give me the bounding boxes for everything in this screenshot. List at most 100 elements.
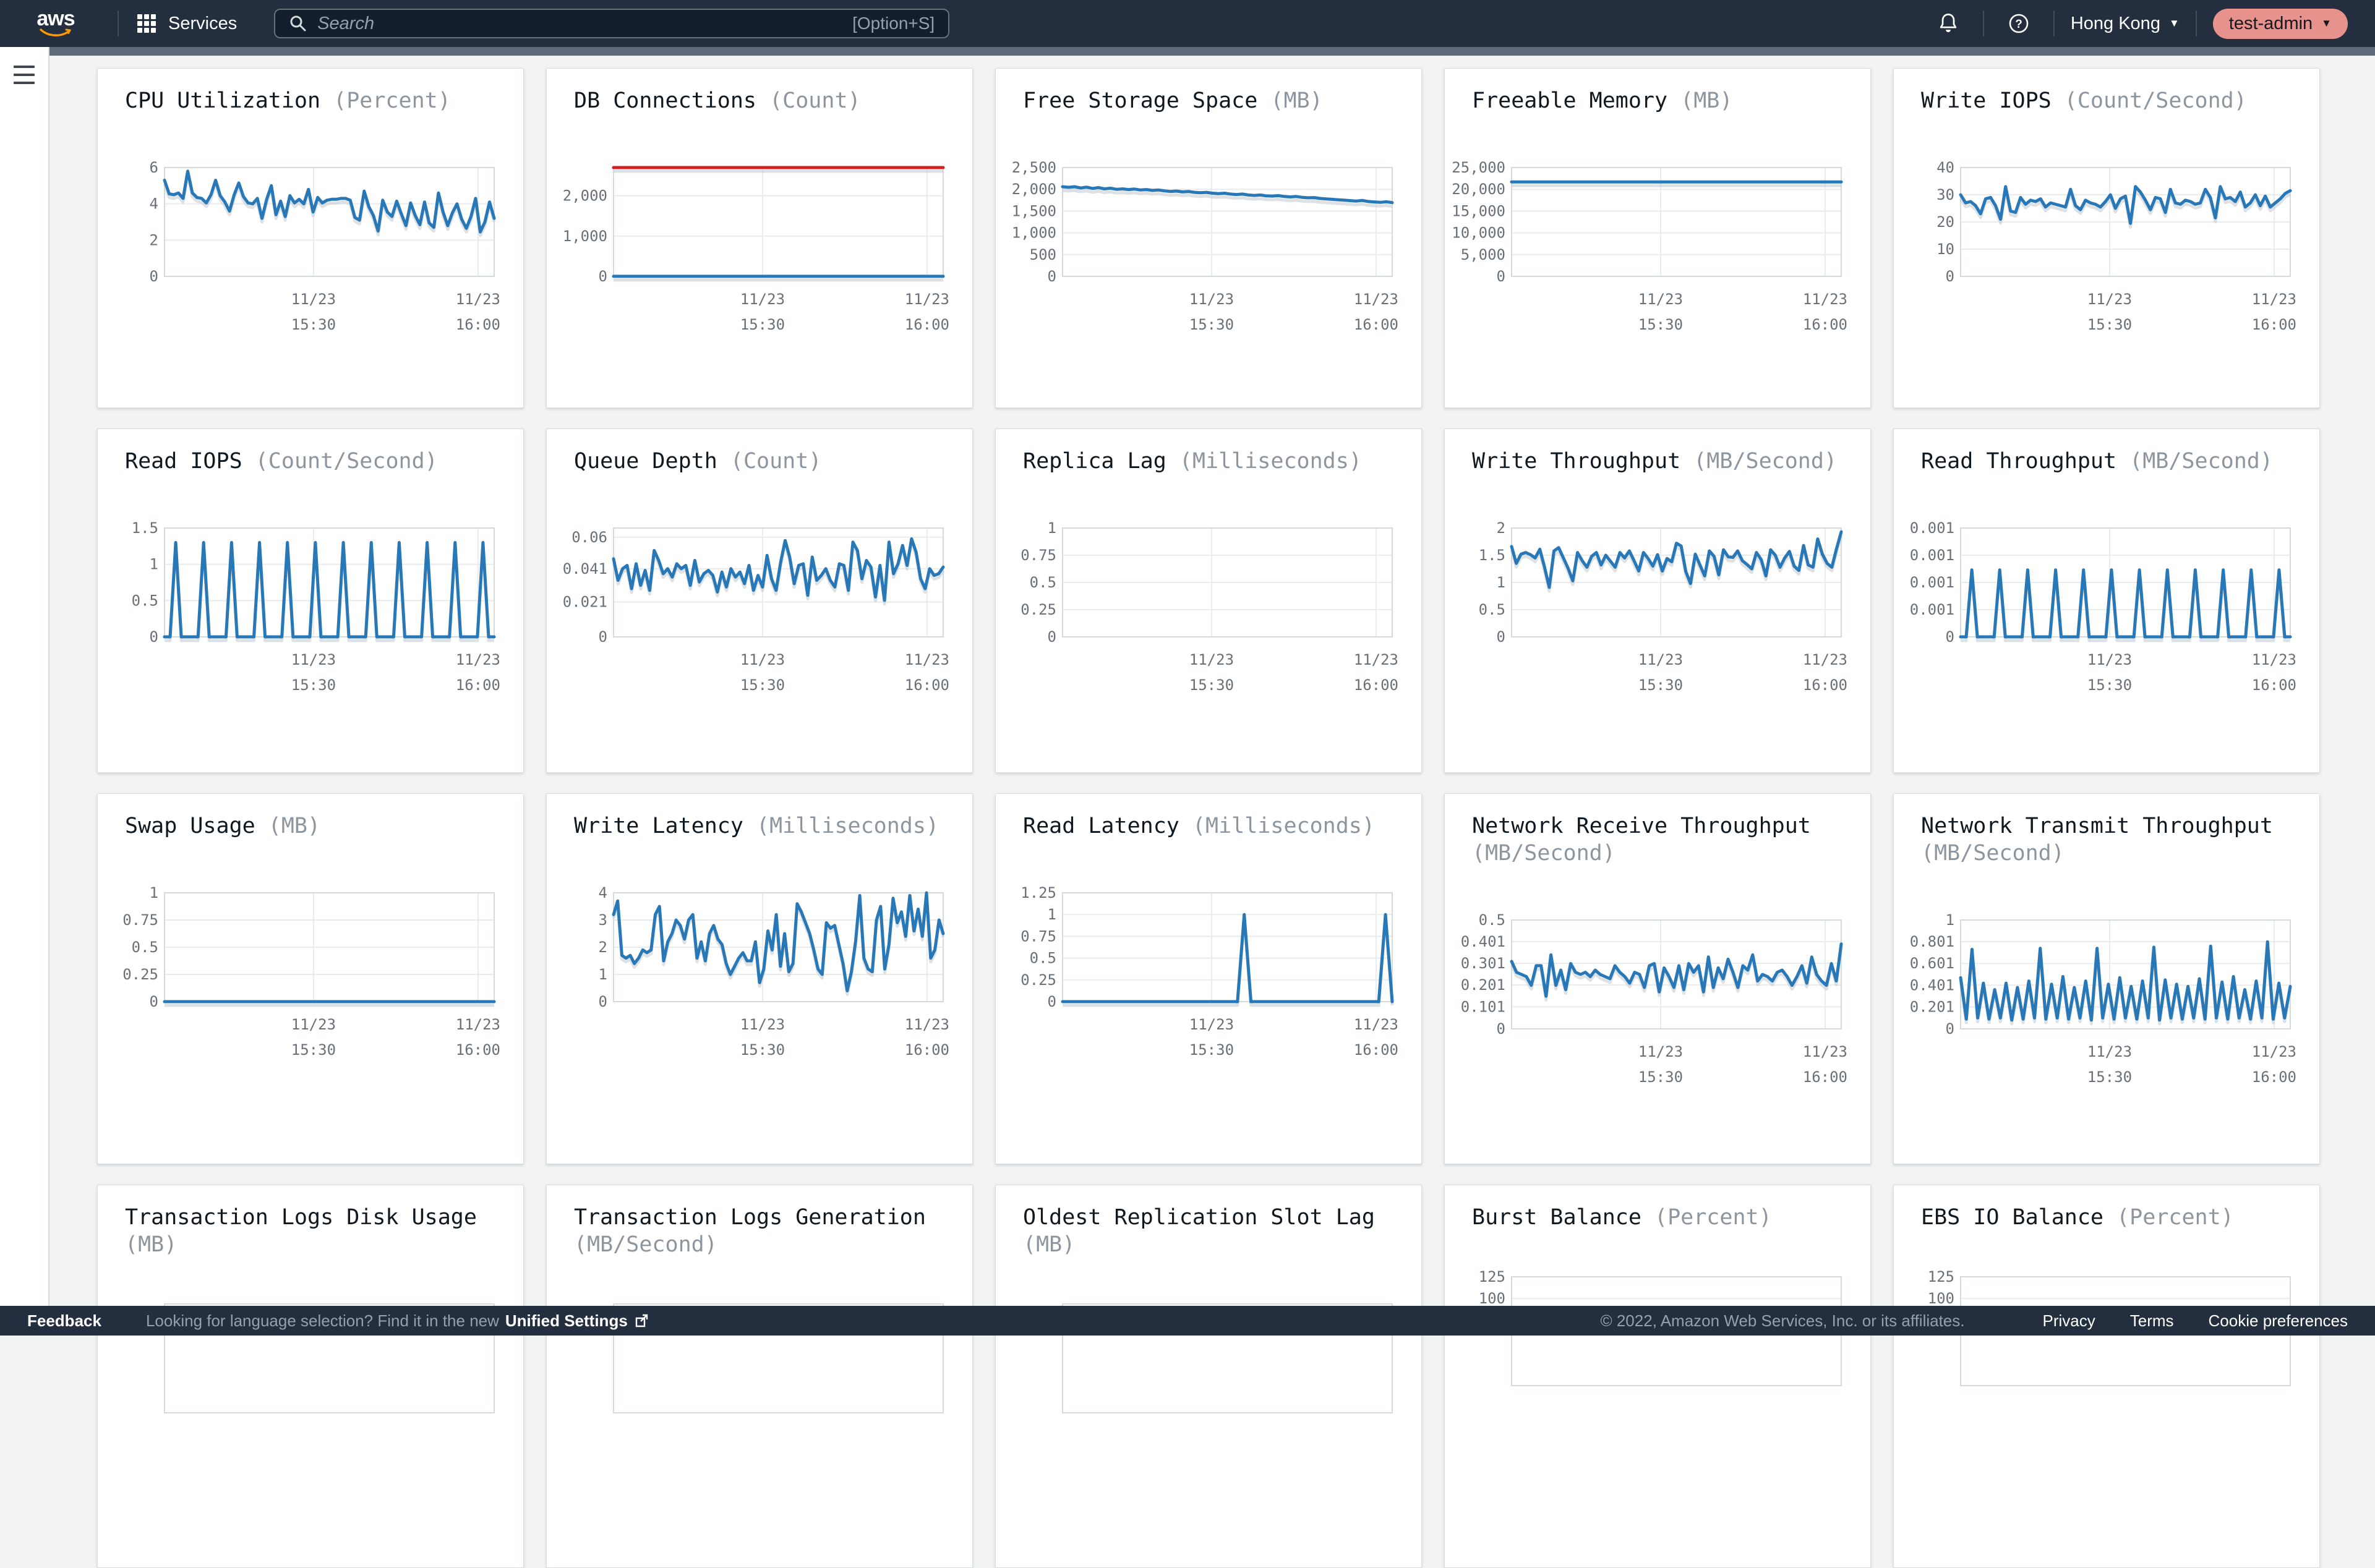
x-axis-tick-date: 11/23 [1354,291,1398,308]
notifications-button[interactable] [1930,12,1967,35]
search-input[interactable] [317,14,842,34]
x-axis-tick-time: 15:30 [740,676,785,694]
x-axis-tick-date: 11/23 [905,1016,949,1033]
x-axis-tick-date: 11/23 [1638,1043,1683,1060]
region-selector[interactable]: Hong Kong ▼ [2071,14,2180,34]
collapsed-sidebar [0,47,49,1306]
external-link-icon [634,1313,649,1328]
chart-freeable-memory[interactable]: 05,00010,00015,00020,00025,00011/2315:30… [1472,165,1844,344]
x-axis-tick-time: 15:30 [1189,1041,1234,1059]
metric-card-title: Network Receive Throughput (MB/Second) [1472,812,1843,867]
y-axis-tick: 0.801 [1910,933,1954,950]
y-axis-tick: 0 [150,628,158,646]
x-axis-tick-date: 11/23 [1803,651,1847,668]
aws-logo[interactable]: aws [27,9,84,38]
metric-card-transaction-logs-generation[interactable]: Transaction Logs Generation (MB/Second) [546,1185,973,1568]
y-axis-tick: 2 [1497,519,1505,537]
hamburger-menu-button[interactable] [14,66,35,84]
metric-card-network-receive-throughput[interactable]: Network Receive Throughput (MB/Second) 0… [1444,793,1871,1164]
metric-card-transaction-logs-disk-usage[interactable]: Transaction Logs Disk Usage (MB) [97,1185,524,1568]
y-axis-tick: 0 [1048,993,1056,1010]
top-navigation-bar: aws Services [Option+S] [0,0,2375,47]
x-axis-tick-date: 11/23 [905,651,949,668]
y-axis-tick: 1.5 [132,519,158,537]
y-axis-tick: 0.001 [1910,601,1954,618]
y-axis-tick: 0 [1048,628,1056,646]
y-axis-tick: 0.041 [563,560,607,577]
x-axis-tick-time: 16:00 [1354,316,1398,333]
metric-card-title: Read Throughput (MB/Second) [1921,448,2292,475]
x-axis-tick-date: 11/23 [291,1016,336,1033]
x-axis-tick-date: 11/23 [2087,291,2132,308]
y-axis-tick: 0.25 [1021,971,1056,989]
footer-bar: Feedback Looking for language selection?… [0,1306,2375,1336]
metric-card-oldest-replication-slot-lag[interactable]: Oldest Replication Slot Lag (MB) [995,1185,1422,1568]
feedback-button[interactable]: Feedback [27,1311,101,1331]
language-hint-text: Looking for language selection? Find it … [146,1311,499,1331]
help-button[interactable]: ? [2000,12,2037,35]
y-axis-tick: 0.25 [1021,601,1056,618]
services-menu-button[interactable]: Services [135,12,237,35]
y-axis-tick: 0.301 [1461,955,1505,972]
y-axis-tick: 3 [599,911,607,929]
y-axis-tick: 0.001 [1910,547,1954,564]
x-axis-tick-time: 16:00 [1803,316,1847,333]
y-axis-tick: 40 [1936,159,1954,176]
chart-network-receive-throughput[interactable]: 00.1010.2010.3010.4010.511/2315:3011/231… [1472,918,1844,1097]
unified-settings-link[interactable]: Unified Settings [505,1311,649,1331]
metric-card-title: Read IOPS (Count/Second) [125,448,496,475]
x-axis-tick-date: 11/23 [2087,651,2132,668]
y-axis-tick: 20,000 [1452,181,1505,198]
y-axis-tick: 100 [1928,1290,1954,1307]
x-axis-tick-date: 11/23 [456,291,500,308]
metric-card-title: Swap Usage (MB) [125,812,496,840]
x-axis-tick-time: 15:30 [2087,316,2132,333]
services-label: Services [168,14,237,34]
y-axis-tick: 2,000 [1012,181,1056,198]
chart-free-storage-space[interactable]: 05001,0001,5002,0002,50011/2315:3011/231… [1023,165,1395,344]
cookie-preferences-link[interactable]: Cookie preferences [2209,1311,2348,1331]
y-axis-tick: 0 [1497,268,1505,285]
y-axis-tick: 1 [1946,911,1954,929]
x-axis-tick-time: 16:00 [1354,676,1398,694]
series-line-ReadIOPS [165,543,494,637]
terms-link[interactable]: Terms [2130,1311,2174,1331]
chart-network-transmit-throughput[interactable]: 00.2010.4010.6010.801111/2315:3011/2316:… [1921,918,2293,1097]
chart-read-throughput[interactable]: 00.0010.0010.0010.00111/2315:3011/2316:0… [1921,526,2293,705]
account-menu[interactable]: test-admin ▼ [2213,9,2348,39]
metric-card-title: Free Storage Space (MB) [1023,87,1394,114]
aws-logo-text: aws [36,9,74,28]
privacy-link[interactable]: Privacy [2043,1311,2095,1331]
global-search-box[interactable]: [Option+S] [274,9,949,38]
y-axis-tick: 0.201 [1910,999,1954,1016]
nav-divider [1983,11,1984,36]
metric-card-network-transmit-throughput[interactable]: Network Transmit Throughput (MB/Second) … [1893,793,2320,1164]
